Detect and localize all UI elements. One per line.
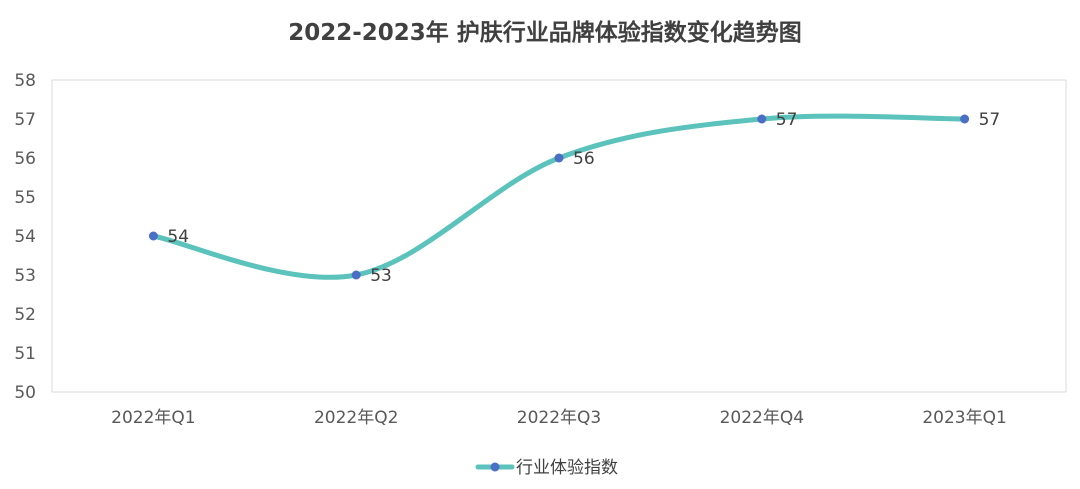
- y-axis: 50 51 52 53 54 55 56 57 58: [14, 71, 36, 403]
- data-label: 54: [167, 227, 189, 247]
- plot-area: [51, 79, 1067, 393]
- data-label: 53: [370, 266, 392, 286]
- chart-title: 2022-2023年 护肤行业品牌体验指数变化趋势图: [288, 19, 802, 46]
- x-axis: 2022年Q1 2022年Q2 2022年Q3 2022年Q4 2023年Q1: [111, 408, 1007, 428]
- y-tick-label: 53: [14, 266, 36, 286]
- x-tick-label: 2022年Q3: [517, 408, 601, 428]
- data-label: 57: [776, 110, 798, 130]
- data-point[interactable]: [148, 231, 158, 241]
- series-line: [150, 113, 968, 280]
- y-tick-label: 55: [14, 188, 36, 208]
- legend-marker-swatch: [490, 462, 500, 472]
- y-tick-label: 51: [14, 344, 36, 364]
- data-label: 57: [979, 110, 1001, 130]
- data-point[interactable]: [351, 270, 361, 280]
- data-point[interactable]: [757, 114, 767, 124]
- y-tick-label: 56: [14, 149, 36, 169]
- y-tick-label: 58: [14, 71, 36, 91]
- data-point[interactable]: [960, 114, 970, 124]
- series-markers: [148, 114, 970, 280]
- y-tick-label: 52: [14, 305, 36, 325]
- y-tick-label: 57: [14, 110, 36, 130]
- legend[interactable]: 行业体验指数: [475, 458, 618, 478]
- data-label: 56: [573, 149, 595, 169]
- y-tick-label: 54: [14, 227, 36, 247]
- x-tick-label: 2023年Q1: [922, 408, 1006, 428]
- x-tick-label: 2022年Q2: [314, 408, 398, 428]
- legend-label: 行业体验指数: [516, 458, 618, 478]
- x-tick-label: 2022年Q1: [111, 408, 195, 428]
- y-tick-label: 50: [14, 383, 36, 403]
- x-tick-label: 2022年Q4: [720, 408, 804, 428]
- data-labels: 54 53 56 57 57: [167, 110, 1000, 286]
- data-point[interactable]: [554, 153, 564, 163]
